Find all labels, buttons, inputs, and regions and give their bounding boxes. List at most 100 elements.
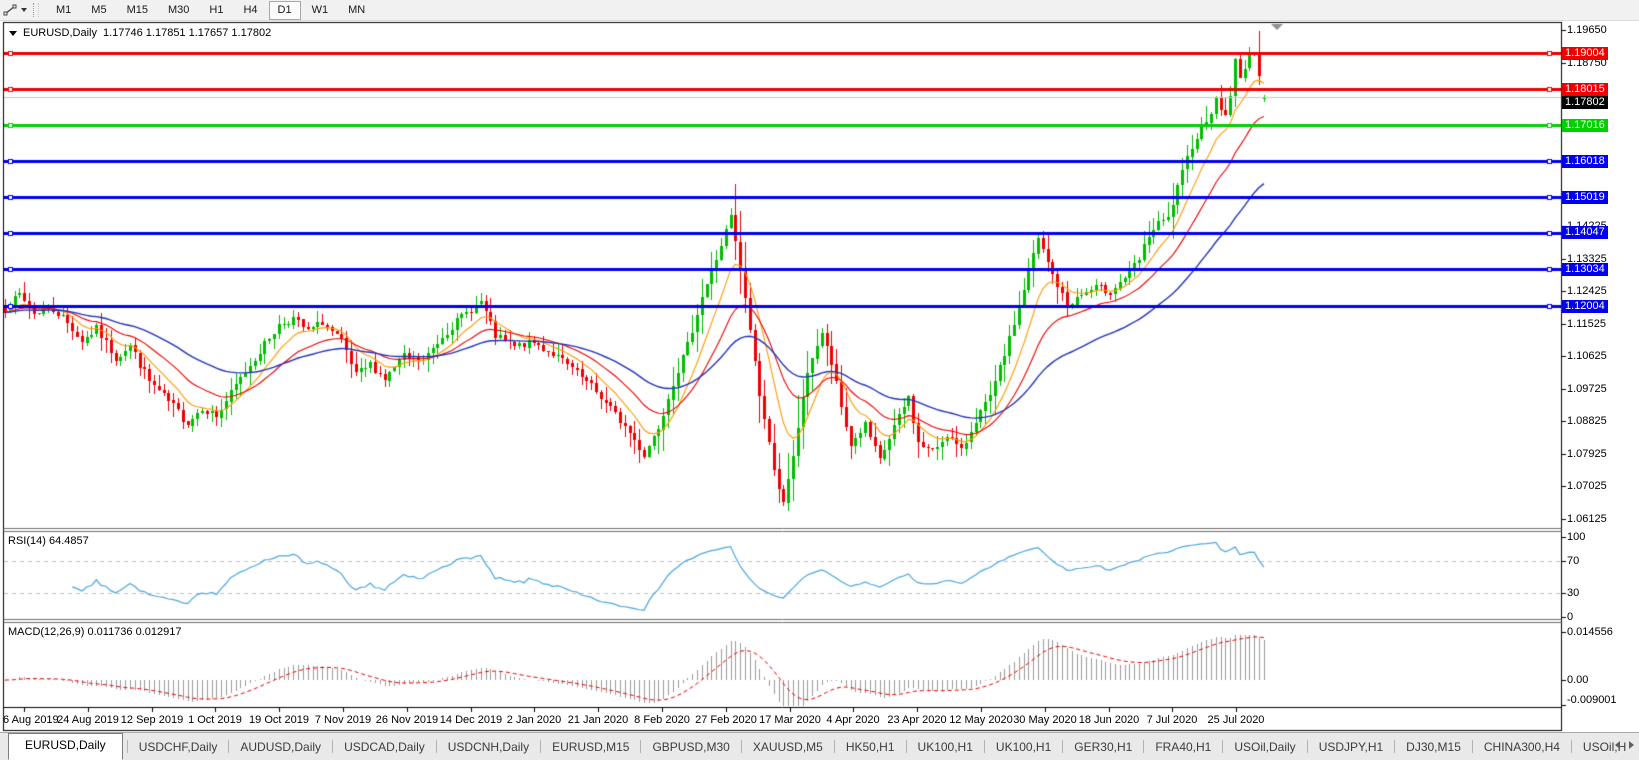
timeframe-button-m15[interactable]: M15 (126, 3, 148, 16)
tab-gbpusd-m30[interactable]: GBPUSD,M30 (652, 739, 730, 754)
date-axis-label: 14 Dec 2019 (439, 714, 503, 726)
tab-divider (435, 740, 437, 753)
date-axis-label: 19 Oct 2019 (249, 714, 309, 726)
tab-usdcad-daily[interactable]: USDCAD,Daily (344, 739, 425, 754)
price-axis-tick: 1.07925 (1567, 448, 1607, 460)
tab-ger30-h1[interactable]: GER30,H1 (1074, 739, 1133, 754)
toolbar-grip (33, 3, 39, 17)
tab-usdcnh-daily[interactable]: USDCNH,Daily (447, 739, 530, 754)
macd-axis-tick: 0.00 (1567, 674, 1589, 686)
tab-divider (640, 740, 642, 753)
current-price-label: 1.17802 (1562, 96, 1608, 109)
date-axis-label: 17 Mar 2020 (759, 714, 821, 726)
price-axis-tick: 1.11525 (1567, 318, 1606, 330)
hline-price-label: 1.18015 (1562, 83, 1608, 96)
macd-axis-tick: 0.014556 (1567, 626, 1613, 638)
macd-indicator-label: MACD(12,26,9) 0.011736 0.012917 (8, 626, 182, 638)
date-axis-label: 25 Jul 2020 (1207, 714, 1265, 726)
rsi-axis-tick: 70 (1567, 555, 1580, 567)
tab-xauusd-m5[interactable]: XAUUSD,M5 (752, 739, 823, 754)
hline-price-label: 1.17016 (1562, 119, 1608, 132)
tab-dj30-m15[interactable]: DJ30,M15 (1406, 739, 1461, 754)
tab-divider (1222, 740, 1224, 753)
tab-divider (1570, 740, 1572, 753)
chevron-down-icon (21, 8, 27, 12)
tab-eurusd-daily[interactable]: EURUSD,Daily (8, 733, 123, 760)
hline-price-label: 1.15019 (1562, 191, 1608, 204)
arrow-right-icon[interactable] (1629, 741, 1634, 749)
line-studies-icon (3, 4, 17, 16)
timeframe-button-h4[interactable]: H4 (243, 3, 258, 16)
tab-usdjpy-h1[interactable]: USDJPY,H1 (1318, 739, 1384, 754)
tab-divider (332, 740, 334, 753)
price-axis-tick: 1.10625 (1567, 350, 1607, 362)
date-axis-label: 18 Jun 2020 (1078, 714, 1140, 726)
price-axis-tick: 1.07025 (1567, 480, 1607, 492)
date-axis-label: 21 Jan 2020 (567, 714, 629, 726)
timeframe-button-m1[interactable]: M1 (56, 3, 72, 16)
tab-china300-h4[interactable]: CHINA300,H4 (1483, 739, 1560, 754)
chart-ohlc-values: 1.17746 1.17851 1.17657 1.17802 (102, 27, 272, 39)
arrow-left-icon[interactable] (1615, 741, 1620, 749)
date-axis-label: 12 May 2020 (949, 714, 1013, 726)
tab-divider (1394, 740, 1396, 753)
hline-price-label: 1.19004 (1562, 47, 1608, 60)
tab-divider (740, 740, 742, 753)
tab-divider (833, 740, 835, 753)
price-axis-tick: 1.06125 (1567, 513, 1607, 525)
date-axis-label: 23 Apr 2020 (887, 714, 947, 726)
price-axis-tick: 1.19650 (1567, 24, 1607, 36)
tab-divider (1143, 740, 1145, 753)
price-axis-tick: 1.12425 (1567, 285, 1607, 297)
chart-symbol-header: EURUSD,Daily 1.17746 1.17851 1.17657 1.1… (9, 27, 271, 39)
tab-usdchf-daily[interactable]: USDCHF,Daily (138, 739, 218, 754)
date-axis-label: 12 Sep 2019 (120, 714, 184, 726)
date-axis-label: 7 Nov 2019 (314, 714, 372, 726)
tab-divider (1306, 740, 1308, 753)
tab-audusd-daily[interactable]: AUDUSD,Daily (240, 739, 322, 754)
timeframe-button-h1[interactable]: H1 (209, 3, 224, 16)
tab-divider (905, 740, 907, 753)
timeframe-button-m30[interactable]: M30 (167, 3, 190, 16)
price-axis-tick: 1.09725 (1567, 383, 1607, 395)
rsi-axis-tick: 100 (1567, 531, 1586, 543)
timeframe-button-d1[interactable]: D1 (268, 0, 301, 20)
timeframe-button-mn[interactable]: MN (348, 3, 366, 16)
timeframe-buttons: M1 M5 M15 M30 H1 H4 D1 W1 MN (46, 0, 375, 20)
tab-hk50-h1[interactable]: HK50,H1 (845, 739, 895, 754)
tab-divider (540, 740, 542, 753)
date-axis-label: 2 Jan 2020 (506, 714, 562, 726)
timeframe-button-w1[interactable]: W1 (311, 3, 329, 16)
macd-axis-tick: -0.009001 (1567, 694, 1617, 706)
tab-usoil-daily[interactable]: USOil,Daily (1234, 739, 1296, 754)
chart-tabbar: EURUSD,Daily USDCHF,Daily AUDUSD,Daily USDC… (0, 732, 1639, 760)
tab-divider (1062, 740, 1064, 753)
tab-fra40-h1[interactable]: FRA40,H1 (1155, 739, 1212, 754)
timeframe-toolbar: M1 M5 M15 M30 H1 H4 D1 W1 MN (0, 0, 1639, 21)
date-axis-label: 6 Aug 2019 (3, 714, 59, 726)
date-axis-label: 26 Nov 2019 (375, 714, 439, 726)
tab-divider (228, 740, 230, 753)
rsi-axis-tick: 0 (1567, 611, 1574, 623)
line-studies-tool[interactable] (0, 3, 27, 17)
timeframe-button-m5[interactable]: M5 (91, 3, 107, 16)
tab-uk100-h1[interactable]: UK100,H1 (917, 739, 973, 754)
triangle-down-icon[interactable] (9, 30, 17, 36)
rsi-indicator-label: RSI(14) 64.4857 (8, 535, 89, 547)
hline-price-label: 1.13034 (1562, 263, 1608, 276)
hline-price-label: 1.12004 (1562, 300, 1608, 313)
hline-price-label: 1.14047 (1562, 226, 1608, 239)
price-axis-tick: 1.18750 (1567, 57, 1607, 69)
tab-eurusd-m15[interactable]: EURUSD,M15 (552, 739, 630, 754)
date-axis-label: 24 Aug 2019 (57, 714, 119, 726)
price-axis-tick: 1.13325 (1567, 253, 1607, 265)
rsi-axis-tick: 30 (1567, 587, 1580, 599)
date-axis-label: 1 Oct 2019 (188, 714, 242, 726)
tab-uk100-h1[interactable]: UK100,H1 (995, 739, 1052, 754)
date-axis-label: 7 Jul 2020 (1146, 714, 1198, 726)
date-axis-label: 4 Apr 2020 (826, 714, 880, 726)
chart-symbol-label: EURUSD,Daily (23, 27, 97, 39)
price-axis-tick: 1.08825 (1567, 415, 1607, 427)
